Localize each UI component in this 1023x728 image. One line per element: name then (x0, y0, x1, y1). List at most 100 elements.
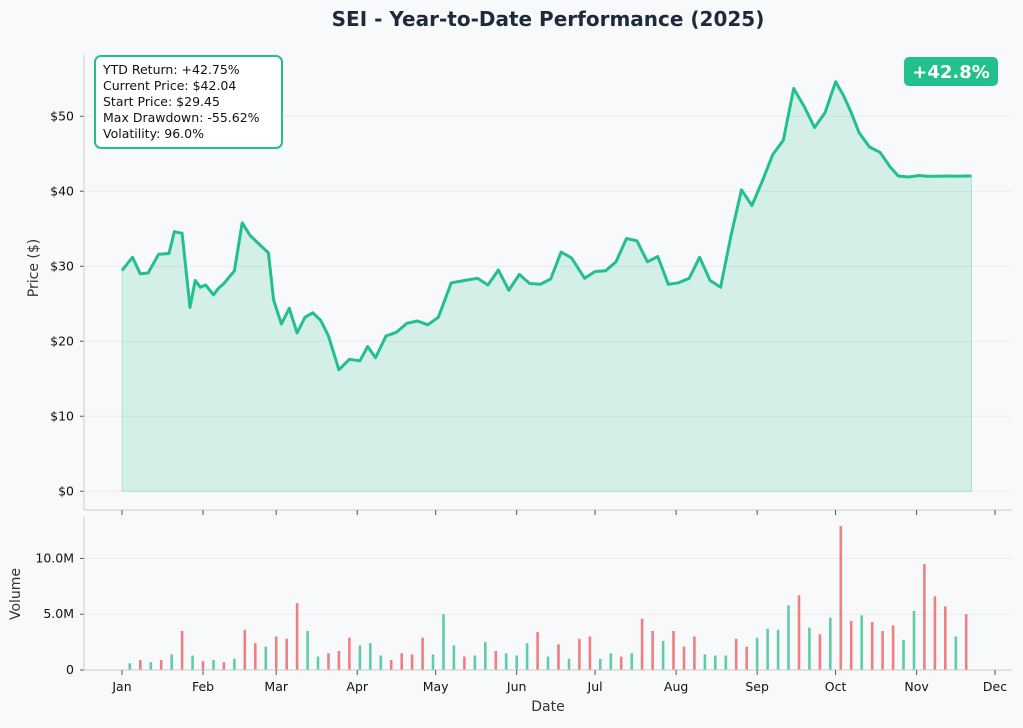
price-panel: $0 $10 $20 $30 $40 $50 Price ($) YTD Return: … (26, 55, 1012, 515)
price-y-tick-label: $50 (50, 108, 74, 123)
volume-bar (243, 629, 247, 670)
price-y-tick-label: $20 (50, 333, 74, 348)
volume-bar (755, 637, 759, 670)
volume-bar (410, 654, 414, 670)
volume-bar (724, 655, 728, 670)
volume-bar (599, 658, 602, 670)
volume-bar (473, 655, 477, 670)
volume-bar (536, 632, 539, 670)
volume-bar (849, 620, 853, 670)
volume-bar (494, 651, 498, 670)
volume-bar (159, 660, 163, 670)
volume-bars (128, 526, 968, 670)
volume-bar (348, 637, 351, 670)
volume-bar (870, 622, 874, 670)
volume-bar (233, 658, 236, 670)
volume-bar (964, 614, 968, 670)
x-tick-label: Oct (825, 679, 847, 694)
volume-bar (212, 660, 215, 670)
volume-bar (274, 636, 278, 670)
volume-bar (912, 610, 916, 670)
volume-bar (358, 645, 362, 670)
x-tick-label: Apr (346, 679, 368, 694)
x-tick-label: Nov (904, 679, 929, 694)
volume-bar (180, 631, 184, 670)
x-tick-label: Jul (587, 679, 603, 694)
volume-bar (839, 526, 843, 670)
stat-current-price: Current Price: $42.04 (103, 78, 236, 93)
volume-bar (881, 631, 884, 670)
volume-bar (944, 606, 947, 670)
return-badge-label: +42.8% (912, 62, 990, 83)
volume-bar (557, 644, 560, 670)
price-y-tick-label: $0 (58, 483, 74, 498)
volume-y-tick-label: 0 (66, 662, 74, 677)
x-tick-label: Feb (192, 679, 214, 694)
volume-bar (787, 605, 790, 670)
volume-bar (337, 651, 341, 670)
volume-bar (766, 628, 769, 670)
stat-start-price: Start Price: $29.45 (103, 94, 220, 109)
volume-bar (515, 655, 518, 670)
volume-bar (431, 654, 435, 670)
volume-bar (421, 637, 424, 670)
volume-bar (860, 615, 863, 670)
volume-bar (170, 654, 173, 670)
volume-bar (902, 639, 905, 670)
volume-y-axis-label: Volume (8, 568, 24, 620)
volume-bar (139, 660, 142, 670)
stat-ytd-return: YTD Return: +42.75% (102, 62, 240, 77)
price-y-tick-label: $30 (50, 258, 74, 273)
volume-bar (369, 643, 372, 670)
volume-bar (463, 656, 466, 670)
x-tick-label: Aug (664, 679, 688, 694)
volume-bar (703, 654, 707, 670)
x-tick-label: Mar (264, 679, 288, 694)
volume-bar (954, 636, 958, 670)
volume-x-ticks: Jan Feb Mar Apr May Jun Jul Aug Sep Oct Nov Dec (111, 670, 1007, 694)
price-y-ticks: $0 $10 $20 $30 $40 $50 (50, 55, 1012, 515)
x-tick-label: Jun (506, 679, 527, 694)
chart-title: SEI - Year-to-Date Performance (2025) (332, 7, 765, 31)
volume-bar (923, 564, 926, 670)
volume-bar (619, 656, 623, 670)
price-y-tick-label: $10 (50, 408, 74, 423)
volume-bar (525, 643, 529, 670)
volume-bar (829, 617, 832, 670)
volume-bar (264, 646, 268, 670)
x-tick-label: Dec (983, 679, 1007, 694)
volume-bar (254, 643, 257, 670)
price-y-axis-label: Price ($) (26, 239, 42, 297)
volume-bar (588, 636, 592, 670)
volume-bar (693, 636, 696, 670)
volume-bar (651, 631, 654, 670)
return-badge: +42.8% (904, 57, 998, 86)
price-y-tick-label: $40 (50, 183, 74, 198)
volume-bar (295, 603, 299, 670)
volume-bar (191, 655, 194, 670)
volume-bar (222, 662, 226, 670)
volume-y-ticks: 0 5.0M 10.0M (35, 517, 1012, 677)
volume-bar (891, 625, 895, 670)
volume-bar (734, 638, 738, 670)
volume-bar (661, 641, 665, 670)
return-badge-background (904, 57, 998, 86)
price-series-line (120, 80, 972, 372)
volume-bar (630, 653, 633, 670)
stats-box-frame (94, 55, 283, 149)
volume-bar (567, 658, 571, 670)
volume-bar (808, 627, 811, 670)
volume-bar (546, 656, 550, 670)
volume-bar (389, 660, 393, 670)
x-tick-label: May (423, 679, 449, 694)
volume-bar (714, 655, 717, 670)
volume-bar (379, 655, 383, 670)
volume-bar (640, 618, 644, 670)
volume-bar (306, 631, 309, 670)
volume-bar (400, 653, 403, 670)
volume-bar (745, 646, 748, 670)
stats-box: YTD Return: +42.75% Current Price: $42.0… (94, 55, 283, 149)
x-axis-label: Date (531, 699, 564, 715)
